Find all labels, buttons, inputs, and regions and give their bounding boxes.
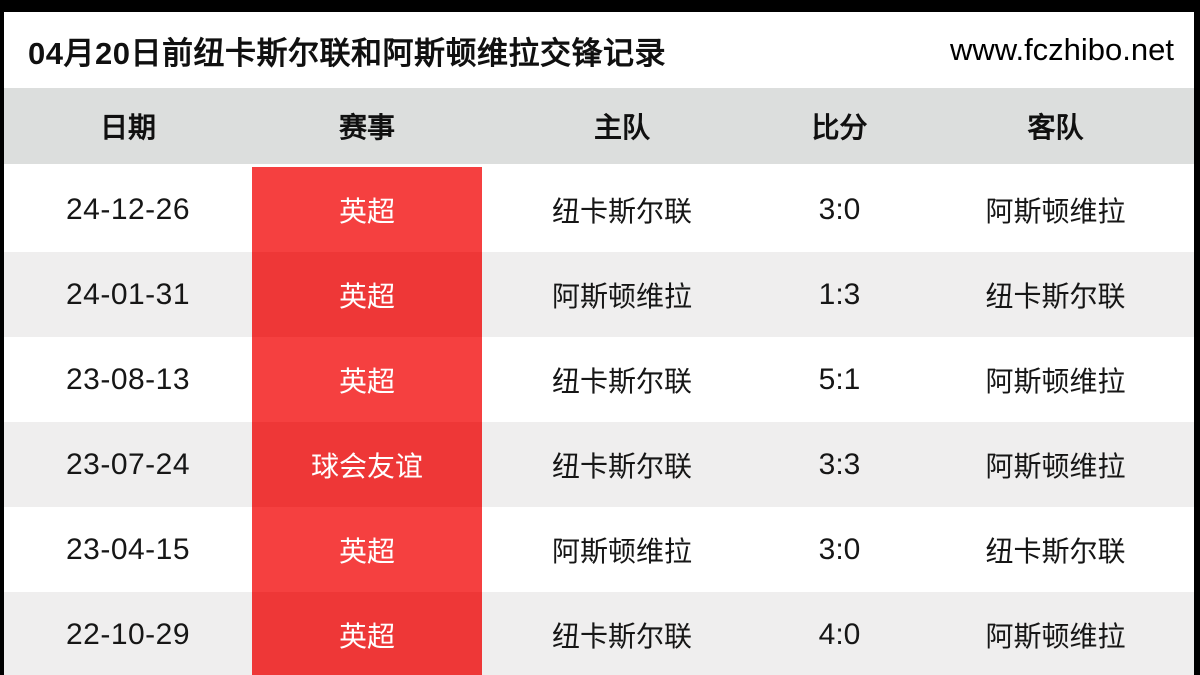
cell-score: 3:0 bbox=[762, 167, 917, 252]
cell-score: 1:3 bbox=[762, 252, 917, 337]
cell-score: 5:1 bbox=[762, 337, 917, 422]
cell-away-team: 阿斯顿维拉 bbox=[917, 422, 1194, 507]
cell-date: 23-08-13 bbox=[4, 337, 252, 422]
page-frame: 04月20日前纽卡斯尔联和阿斯顿维拉交锋记录 www.fczhibo.net 日… bbox=[4, 12, 1194, 675]
cell-away-team: 阿斯顿维拉 bbox=[917, 592, 1194, 675]
cell-competition: 英超 bbox=[252, 252, 482, 337]
cell-date: 23-07-24 bbox=[4, 422, 252, 507]
col-header-score: 比分 bbox=[762, 88, 917, 167]
cell-score: 3:3 bbox=[762, 422, 917, 507]
page-title: 04月20日前纽卡斯尔联和阿斯顿维拉交锋记录 bbox=[28, 35, 666, 71]
cell-date: 23-04-15 bbox=[4, 507, 252, 592]
cell-home-team: 纽卡斯尔联 bbox=[482, 167, 762, 252]
title-bar: 04月20日前纽卡斯尔联和阿斯顿维拉交锋记录 www.fczhibo.net bbox=[4, 12, 1194, 88]
cell-home-team: 阿斯顿维拉 bbox=[482, 507, 762, 592]
cell-date: 24-01-31 bbox=[4, 252, 252, 337]
cell-home-team: 纽卡斯尔联 bbox=[482, 422, 762, 507]
cell-home-team: 纽卡斯尔联 bbox=[482, 337, 762, 422]
cell-home-team: 纽卡斯尔联 bbox=[482, 592, 762, 675]
cell-away-team: 纽卡斯尔联 bbox=[917, 252, 1194, 337]
h2h-table: 日期 赛事 主队 比分 客队 24-12-26 英超 纽卡斯尔联 3:0 阿斯顿… bbox=[4, 88, 1194, 675]
cell-score: 3:0 bbox=[762, 507, 917, 592]
cell-score: 4:0 bbox=[762, 592, 917, 675]
col-header-away: 客队 bbox=[917, 88, 1194, 167]
col-header-competition: 赛事 bbox=[252, 88, 482, 167]
site-url: www.fczhibo.net bbox=[950, 32, 1174, 67]
cell-competition: 球会友谊 bbox=[252, 422, 482, 507]
cell-competition: 英超 bbox=[252, 507, 482, 592]
cell-away-team: 阿斯顿维拉 bbox=[917, 167, 1194, 252]
cell-competition: 英超 bbox=[252, 167, 482, 252]
cell-date: 22-10-29 bbox=[4, 592, 252, 675]
col-header-date: 日期 bbox=[4, 88, 252, 167]
cell-home-team: 阿斯顿维拉 bbox=[482, 252, 762, 337]
col-header-home: 主队 bbox=[482, 88, 762, 167]
cell-competition: 英超 bbox=[252, 592, 482, 675]
cell-away-team: 纽卡斯尔联 bbox=[917, 507, 1194, 592]
cell-date: 24-12-26 bbox=[4, 167, 252, 252]
cell-competition: 英超 bbox=[252, 337, 482, 422]
cell-away-team: 阿斯顿维拉 bbox=[917, 337, 1194, 422]
